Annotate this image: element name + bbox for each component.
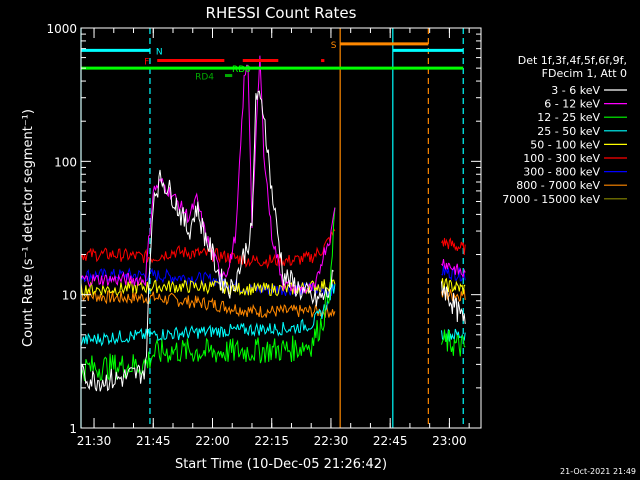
legend-label-100-300-kev: 100 - 300 keV [523,152,600,165]
legend-label-6-12-kev: 6 - 12 keV [544,98,600,111]
legend-header-line-1: FDecim 1, Att 0 [542,67,627,80]
x-axis-label: Start Time (10-Dec-05 21:26:42) [175,457,387,472]
series-line-800-7000-kev [80,290,336,318]
series-line-3-6-kev [80,90,334,392]
footer-timestamp: 21-Oct-2021 21:49 [560,467,636,476]
chart-title: RHESSI Count Rates [206,4,357,22]
series-line-50-100-kev [80,279,336,297]
y-tick-label-1000: 1000 [46,22,77,36]
flag-label-s: S [331,41,337,51]
legend-label-50-100-kev: 50 - 100 keV [530,138,600,151]
series-late-segment-12-25-kev [441,329,466,357]
series-line-25-50-kev [80,283,336,347]
x-tick-label-2245: 22:45 [373,434,408,448]
y-tick-label-10: 10 [62,289,77,303]
legend-label-25-50-kev: 25 - 50 keV [537,125,600,138]
flag-label-rd4: RD4 [195,73,214,83]
x-tick-label-2130: 21:30 [77,434,112,448]
series-line-12-25-kev [80,207,336,382]
series-late-segment-6-12-kev [441,259,466,279]
flag-label-rd0: RD0 [232,65,251,75]
legend-header-line-0: Det 1f,3f,4f,5f,6f,9f, [518,54,627,67]
plot-frame [80,27,482,429]
series-late-segment-50-100-kev [441,277,466,294]
flag-label-f: F [144,58,149,68]
flag-label-n: N [156,47,163,57]
x-tick-label-2200: 22:00 [195,434,230,448]
y-tick-label-1: 1 [69,422,77,436]
x-tick-label-2230: 22:30 [314,434,349,448]
y-tick-label-100: 100 [54,155,77,169]
series-late-segment-100-300-kev [441,237,466,255]
y-axis-label: Count Rate (s⁻¹ detector segment⁻¹) [21,109,36,347]
axes: 1 10 100 1000 21:30 21:45 22:00 22:15 22:30 22:45… [46,22,481,448]
plot-area: NF S RD0 RD4 [80,28,466,428]
legend-label-3-6-kev: 3 - 6 keV [551,84,600,97]
x-tick-label-2215: 22:15 [254,434,289,448]
x-tick-label-2300: 23:00 [432,434,467,448]
legend-label-7000-15000-kev: 7000 - 15000 keV [502,193,600,206]
legend-label-800-7000-kev: 800 - 7000 keV [516,179,600,192]
legend-label-300-800-kev: 300 - 800 keV [523,166,600,179]
x-tick-label-2145: 21:45 [136,434,171,448]
legend: Det 1f,3f,4f,5f,6f,9f,FDecim 1, Att 0 3 -… [502,54,627,206]
series-line-6-12-kev [80,55,336,294]
legend-label-12-25-kev: 12 - 25 keV [537,111,600,124]
series-late-segment-3-6-kev [441,281,466,324]
